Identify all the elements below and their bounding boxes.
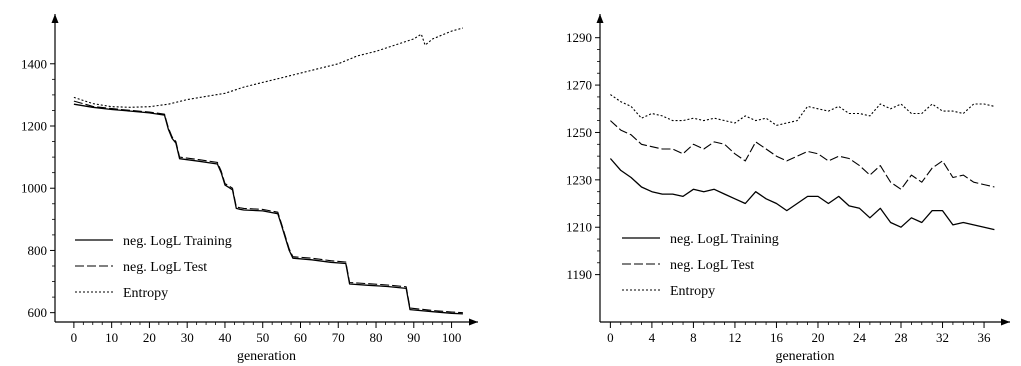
x-tick-label: 50 — [256, 330, 269, 345]
chart-right: 0 4 8 12 16 20 24 28 32 36 1190 1210 1230 1250 1270 129… — [566, 14, 1010, 364]
y-tick-label: 600 — [28, 305, 48, 320]
y-tick-label: 1200 — [21, 119, 47, 134]
x-tick-label: 12 — [728, 330, 741, 345]
y-tick-label: 1250 — [566, 125, 592, 140]
x-tick-label: 20 — [811, 330, 824, 345]
x-tick-label: 16 — [770, 330, 784, 345]
x-tick-label: 0 — [71, 330, 78, 345]
x-tick-label: 60 — [294, 330, 307, 345]
series-line-dash — [73, 100, 463, 314]
series-line-solid — [73, 103, 463, 315]
series-line-dot — [610, 94, 995, 126]
x-tick-label: 20 — [143, 330, 156, 345]
x-axis-label: generation — [775, 349, 834, 364]
x-tick-label: 10 — [105, 330, 118, 345]
legend-label: neg. LogL Training — [123, 234, 232, 249]
chart-left: 0 10 20 30 40 50 60 70 80 90 100 600 800 1000 1200 1400… — [21, 14, 478, 364]
x-tick-label: 4 — [649, 330, 656, 345]
legend-label: neg. LogL Test — [670, 258, 754, 273]
series-line-dash — [610, 120, 995, 190]
legend-label: Entropy — [123, 286, 168, 301]
x-tick-label: 40 — [218, 330, 231, 345]
y-tick-label: 1190 — [566, 267, 592, 282]
x-axis-arrow-icon — [469, 318, 478, 326]
y-tick-label: 800 — [28, 243, 48, 258]
x-tick-label: 32 — [936, 330, 949, 345]
legend-label: neg. LogL Training — [670, 232, 779, 247]
legend-label: neg. LogL Test — [123, 260, 207, 275]
x-axis-label: generation — [237, 349, 296, 364]
x-tick-label: 100 — [442, 330, 462, 345]
x-tick-label: 28 — [895, 330, 908, 345]
series-line-dot — [73, 27, 464, 108]
y-tick-label: 1400 — [21, 56, 47, 71]
x-axis-arrow-icon — [1001, 318, 1010, 326]
series-line-solid — [609, 158, 995, 231]
x-tick-label: 8 — [690, 330, 697, 345]
y-tick-label: 1270 — [566, 78, 592, 93]
x-tick-label: 36 — [978, 330, 992, 345]
y-tick-label: 1210 — [566, 220, 592, 235]
x-tick-label: 0 — [607, 330, 614, 345]
y-tick-label: 1290 — [566, 30, 592, 45]
y-axis-arrow-icon — [51, 14, 59, 23]
x-tick-label: 30 — [181, 330, 194, 345]
x-tick-label: 70 — [332, 330, 345, 345]
x-tick-label: 90 — [407, 330, 420, 345]
y-tick-label: 1000 — [21, 181, 47, 196]
x-tick-label: 24 — [853, 330, 867, 345]
legend-label: Entropy — [670, 284, 715, 299]
x-tick-label: 80 — [370, 330, 383, 345]
y-axis-arrow-icon — [596, 14, 604, 23]
y-tick-label: 1230 — [566, 172, 592, 187]
